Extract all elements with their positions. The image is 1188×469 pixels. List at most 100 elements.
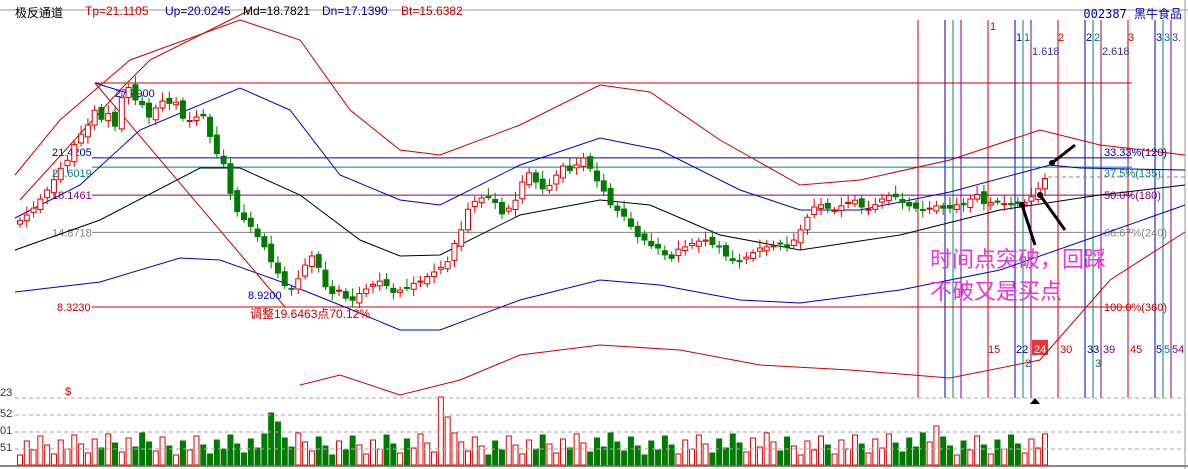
volume-bar xyxy=(152,450,159,466)
candle-body xyxy=(634,225,641,238)
candle-body xyxy=(960,202,967,206)
volume-bar xyxy=(546,443,553,466)
candle-body xyxy=(84,124,91,138)
candle-body xyxy=(722,245,729,257)
volume-bar xyxy=(403,438,410,466)
volume-bar xyxy=(960,440,967,466)
volume-bar xyxy=(817,435,824,466)
channel-curve xyxy=(299,231,1186,396)
right-level-label: 37.5%(135) xyxy=(1104,168,1161,180)
volume-bar xyxy=(716,438,723,466)
candle-body xyxy=(573,164,580,169)
bt-value: Bt=15.6382 xyxy=(401,4,463,18)
volume-bar xyxy=(465,450,472,466)
volume-bar xyxy=(519,453,526,466)
volume-bar xyxy=(471,436,478,466)
fib-time-top-label: 2.618 xyxy=(1102,46,1130,58)
candle-body xyxy=(648,240,655,247)
candle-body xyxy=(98,106,105,120)
volume-bar xyxy=(600,446,607,466)
volume-bar xyxy=(865,452,872,466)
volume-bar xyxy=(722,447,729,466)
fib-time-bottom-label: 33 xyxy=(1087,344,1099,356)
candle-body xyxy=(322,269,329,288)
volume-bar xyxy=(369,439,376,466)
candle-body xyxy=(505,207,512,212)
candle-body xyxy=(689,242,696,247)
volume-bar xyxy=(227,434,234,466)
candle-body xyxy=(566,165,573,172)
volume-bar xyxy=(736,442,743,466)
volume-bar xyxy=(329,454,336,466)
volume-bar xyxy=(125,437,132,466)
candle-body xyxy=(587,156,594,169)
candle-body xyxy=(974,194,981,200)
arrow-line xyxy=(1020,204,1037,246)
volume-marker: $ xyxy=(65,386,71,398)
volume-bar xyxy=(424,442,431,466)
volume-bar xyxy=(648,440,655,466)
candle-body xyxy=(879,198,886,203)
candle-body xyxy=(159,100,166,109)
candle-body xyxy=(207,116,214,137)
candle-body xyxy=(526,172,533,186)
candle-body xyxy=(838,205,845,211)
volume-bar xyxy=(695,434,702,466)
candle-body xyxy=(444,261,451,270)
volume-bar xyxy=(845,448,852,466)
candle-body xyxy=(268,243,275,263)
price-level-label: 8.3230 xyxy=(57,302,91,314)
candle-body xyxy=(71,143,78,163)
fib-time-bottom-label: 39 xyxy=(1103,344,1115,356)
volume-bar xyxy=(78,443,85,466)
volume-bar xyxy=(485,454,492,466)
candle-body xyxy=(817,204,824,209)
volume-bar xyxy=(614,441,621,466)
candle-body xyxy=(641,233,648,241)
candle-body xyxy=(967,198,974,208)
candle-body xyxy=(770,245,777,248)
candle-body xyxy=(831,209,838,212)
current-position-triangle xyxy=(1030,398,1040,404)
candle-body xyxy=(431,271,438,278)
candle-body xyxy=(363,288,370,295)
candle-body xyxy=(274,262,281,274)
volume-bar xyxy=(1021,452,1028,466)
candle-body xyxy=(655,243,662,249)
candle-body xyxy=(913,202,920,209)
volume-bar xyxy=(634,445,641,466)
candle-body xyxy=(410,282,417,290)
volume-bar xyxy=(858,443,865,466)
candle-body xyxy=(478,197,485,204)
volume-bar xyxy=(689,448,696,466)
volume-bar xyxy=(213,439,220,466)
volume-bar xyxy=(940,436,947,466)
fib-time-bottom-label: 2 xyxy=(1025,358,1031,370)
candle-body xyxy=(308,255,315,267)
fib-time-bottom-label: 22 xyxy=(1016,344,1028,356)
volume-bar xyxy=(390,443,397,466)
candle-body xyxy=(682,246,689,252)
candle-body xyxy=(295,278,302,290)
candle-body xyxy=(112,111,119,127)
fib-time-top-label: 3 xyxy=(1128,32,1134,44)
volume-bar xyxy=(627,436,634,466)
candle-body xyxy=(485,196,492,199)
volume-bar xyxy=(437,396,444,466)
channel-curve xyxy=(19,9,251,201)
candle-body xyxy=(417,280,424,283)
candle-body xyxy=(437,266,444,270)
candle-body xyxy=(987,201,994,206)
candle-body xyxy=(919,209,926,212)
volume-bar xyxy=(91,438,98,466)
volume-bar xyxy=(641,454,648,466)
candle-body xyxy=(281,271,288,287)
candle-body xyxy=(166,97,173,104)
volume-bar xyxy=(315,436,322,466)
volume-bar xyxy=(159,436,166,466)
candle-body xyxy=(532,172,539,183)
candle-body xyxy=(946,204,953,209)
candle-body xyxy=(451,242,458,261)
candle-body xyxy=(91,109,98,126)
